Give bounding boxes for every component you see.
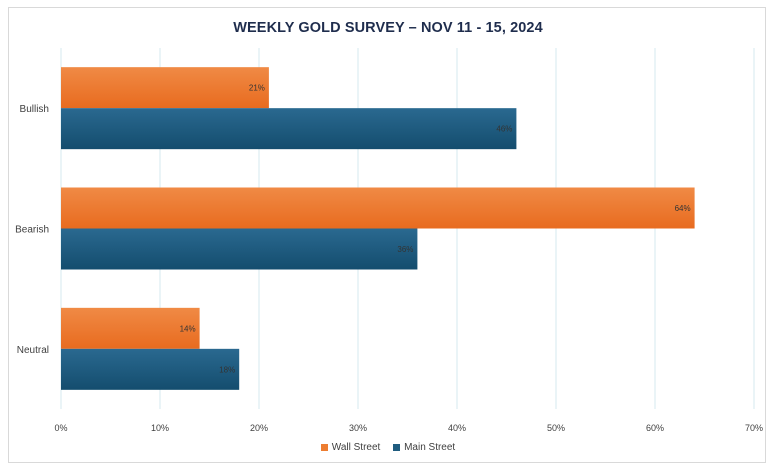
legend-item-wall-street: Wall Street xyxy=(320,442,381,453)
y-category-label-neutral: Neutral xyxy=(17,345,49,356)
y-category-label-bullish: Bullish xyxy=(20,104,49,115)
x-tick-label: 10% xyxy=(151,423,169,433)
x-tick-label: 0% xyxy=(54,423,67,433)
x-tick-label: 50% xyxy=(547,423,565,433)
x-tick-label: 60% xyxy=(646,423,664,433)
data-label-wall-street-bullish: 21% xyxy=(249,84,265,93)
x-tick-label: 40% xyxy=(448,423,466,433)
data-label-main-street-bearish: 36% xyxy=(397,245,413,254)
legend-label-main-street: Main Street xyxy=(404,442,456,453)
bar-wall-street-neutral xyxy=(61,307,200,349)
legend: Wall Street Main Street xyxy=(0,442,776,454)
bar-wall-street-bullish xyxy=(61,67,269,109)
x-tick-label: 20% xyxy=(250,423,268,433)
x-tick-label: 30% xyxy=(349,423,367,433)
y-category-label-bearish: Bearish xyxy=(15,225,49,236)
legend-swatch-wall-street xyxy=(320,444,328,451)
data-label-wall-street-bearish: 64% xyxy=(675,204,691,213)
bar-main-street-bullish xyxy=(61,108,517,150)
data-label-main-street-bullish: 46% xyxy=(496,125,512,134)
legend-item-main-street: Main Street xyxy=(393,442,455,453)
data-label-main-street-neutral: 18% xyxy=(219,365,235,374)
data-label-wall-street-neutral: 14% xyxy=(180,324,196,333)
legend-swatch-main-street xyxy=(393,444,401,451)
chart-title: WEEKLY GOLD SURVEY – NOV 11 - 15, 2024 xyxy=(233,20,543,36)
legend-label-wall-street: Wall Street xyxy=(331,442,381,453)
bar-main-street-bearish xyxy=(61,228,418,270)
x-tick-label: 70% xyxy=(745,423,763,433)
bar-wall-street-bearish xyxy=(61,187,695,229)
bar-main-street-neutral xyxy=(61,348,240,390)
